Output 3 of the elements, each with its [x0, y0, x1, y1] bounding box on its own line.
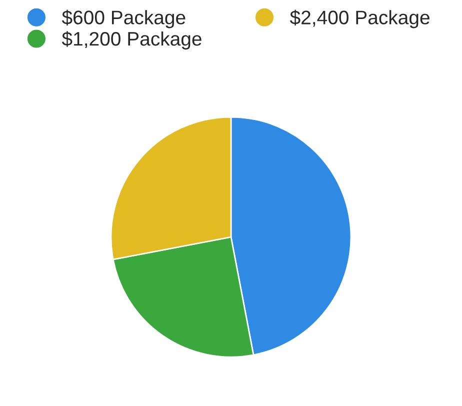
legend-label: $600 Package	[62, 10, 186, 28]
legend-label: $1,200 Package	[62, 31, 202, 50]
legend-label: $2,400 Package	[290, 10, 430, 28]
